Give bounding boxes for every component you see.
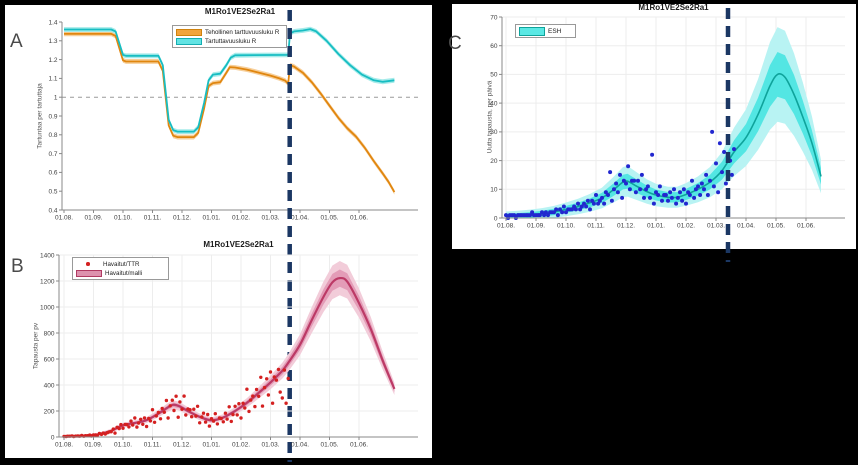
svg-text:01.03.: 01.03. <box>707 223 725 230</box>
svg-text:0.8: 0.8 <box>48 132 57 139</box>
legend-label: Havaitut/TTR <box>103 260 140 268</box>
svg-text:01.04.: 01.04. <box>737 223 755 230</box>
legend-item-observed: Havaitut/TTR <box>76 260 164 268</box>
svg-text:10: 10 <box>490 187 498 194</box>
svg-text:01.05.: 01.05. <box>320 442 338 449</box>
svg-text:01.06.: 01.06. <box>350 215 368 222</box>
svg-text:01.12.: 01.12. <box>617 223 635 230</box>
svg-text:01.12.: 01.12. <box>173 442 191 449</box>
legend-label: Havaitut/malli <box>105 269 143 277</box>
svg-text:01.10.: 01.10. <box>557 223 575 230</box>
chart-a-title: M1Ro1VE2Se2Ra1 <box>204 7 276 16</box>
svg-text:0.6: 0.6 <box>48 170 57 177</box>
svg-text:0.7: 0.7 <box>48 151 57 158</box>
svg-text:0.5: 0.5 <box>48 189 57 196</box>
legend-label: Tehollinen tarttuvuusluku R <box>205 28 280 36</box>
legend-item-model: Havaitut/malli <box>76 269 164 277</box>
panel-letter-b: B <box>11 256 24 277</box>
svg-text:01.08.: 01.08. <box>497 223 515 230</box>
chart-b-title: M1Ro1VE2Se2Ra1 <box>203 240 274 249</box>
svg-text:600: 600 <box>44 356 55 363</box>
panel-letter-a: A <box>10 31 23 52</box>
red-dot-marker <box>76 262 100 266</box>
svg-text:01.09.: 01.09. <box>84 215 102 222</box>
svg-text:1: 1 <box>54 95 58 102</box>
svg-text:0.4: 0.4 <box>48 207 57 214</box>
svg-text:01.10.: 01.10. <box>114 215 132 222</box>
svg-text:0: 0 <box>51 434 55 441</box>
svg-text:01.04.: 01.04. <box>291 442 309 449</box>
svg-text:1.2: 1.2 <box>48 57 57 64</box>
svg-text:70: 70 <box>490 14 498 21</box>
svg-text:1.1: 1.1 <box>48 76 57 83</box>
svg-text:400: 400 <box>44 382 55 389</box>
orange-band-swatch <box>176 28 202 36</box>
svg-text:01.03.: 01.03. <box>261 442 279 449</box>
svg-text:01.09.: 01.09. <box>84 442 102 449</box>
legend-label: ESH <box>548 27 562 35</box>
svg-text:01.12.: 01.12. <box>173 215 191 222</box>
panel-letter-c: C <box>448 33 462 54</box>
svg-text:01.01.: 01.01. <box>647 223 665 230</box>
svg-text:0: 0 <box>494 215 498 222</box>
chart-c-title: M1Ro1VE2Se2Ra1 <box>638 3 709 12</box>
svg-text:01.01.: 01.01. <box>202 442 220 449</box>
legend-chart-a: Tehollinen tarttuvuusluku R Tartuttavuus… <box>172 25 287 48</box>
chart-a-ylabel: Tartuntaa per tartuttaja <box>36 83 44 149</box>
svg-text:01.05.: 01.05. <box>320 215 338 222</box>
svg-text:1000: 1000 <box>40 304 55 311</box>
svg-text:01.11.: 01.11. <box>587 223 605 230</box>
svg-text:01.06.: 01.06. <box>797 223 815 230</box>
svg-text:01.03.: 01.03. <box>261 215 279 222</box>
svg-text:0.9: 0.9 <box>48 113 57 120</box>
svg-text:800: 800 <box>44 330 55 337</box>
svg-text:200: 200 <box>44 408 55 415</box>
legend-item-esh: ESH <box>519 26 571 36</box>
svg-text:01.08.: 01.08. <box>55 215 73 222</box>
svg-text:01.11.: 01.11. <box>144 215 162 222</box>
svg-text:01.02.: 01.02. <box>232 215 250 222</box>
legend-chart-b: Havaitut/TTR Havaitut/malli <box>72 257 169 280</box>
legend-item-contact-r: Tartuttavuusluku R <box>176 37 282 45</box>
svg-text:1.3: 1.3 <box>48 38 57 45</box>
svg-text:01.02.: 01.02. <box>232 442 250 449</box>
svg-text:01.08.: 01.08. <box>55 442 73 449</box>
svg-text:01.01.: 01.01. <box>202 215 220 222</box>
svg-text:01.09.: 01.09. <box>527 223 545 230</box>
svg-text:40: 40 <box>490 100 498 107</box>
pink-band-swatch <box>76 269 102 277</box>
svg-text:01.04.: 01.04. <box>291 215 309 222</box>
svg-text:01.05.: 01.05. <box>767 223 785 230</box>
svg-text:30: 30 <box>490 129 498 136</box>
svg-text:50: 50 <box>490 72 498 79</box>
chart-c-ylabel: Uutta tapausta, per päivä <box>486 80 494 154</box>
svg-text:01.10.: 01.10. <box>114 442 132 449</box>
legend-label: Tartuttavuusluku R <box>205 37 257 45</box>
svg-text:1400: 1400 <box>40 252 55 259</box>
svg-text:20: 20 <box>490 158 498 165</box>
svg-text:01.11.: 01.11. <box>144 442 162 449</box>
svg-text:60: 60 <box>490 43 498 50</box>
legend-chart-c: ESH <box>515 24 576 38</box>
legend-item-effective-r: Tehollinen tarttuvuusluku R <box>176 28 282 36</box>
cyan-band-swatch <box>176 37 202 45</box>
chart-b-ylabel: Tapausta per pv <box>32 322 40 370</box>
svg-text:1.4: 1.4 <box>48 19 57 26</box>
svg-text:1200: 1200 <box>40 278 55 285</box>
svg-text:01.02.: 01.02. <box>677 223 695 230</box>
svg-text:01.06.: 01.06. <box>350 442 368 449</box>
cyan-band-swatch <box>519 26 545 36</box>
